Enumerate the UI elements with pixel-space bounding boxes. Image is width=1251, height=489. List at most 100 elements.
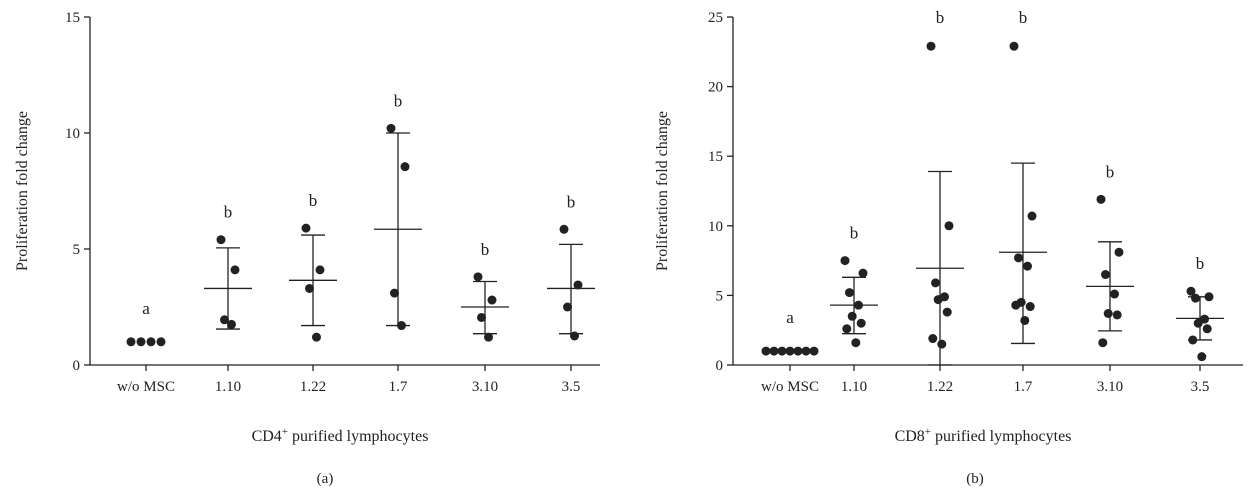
data-point xyxy=(1193,318,1203,328)
data-point xyxy=(1191,293,1200,303)
x-axis-title-main: CD4 xyxy=(252,428,282,445)
x-tick-label: 1.7 xyxy=(389,379,408,395)
data-group-1 xyxy=(830,256,878,348)
data-point xyxy=(1204,292,1214,302)
data-group-1 xyxy=(204,235,252,330)
data-point xyxy=(1186,286,1196,296)
x-axis-title-main: CD8 xyxy=(895,428,925,445)
data-point xyxy=(1096,194,1106,204)
data-point xyxy=(926,41,936,51)
data-point xyxy=(854,300,863,310)
data-point xyxy=(851,338,861,348)
data-point xyxy=(858,268,868,278)
data-point xyxy=(301,223,311,233)
data-point xyxy=(761,346,771,356)
data-point xyxy=(559,224,569,234)
data-point xyxy=(1027,211,1037,221)
x-tick-label: 1.22 xyxy=(300,379,326,395)
data-point xyxy=(801,346,811,356)
data-point xyxy=(227,319,236,329)
significance-letter: b xyxy=(850,224,859,243)
y-tick-label: 0 xyxy=(73,358,81,374)
x-axis-title-superscript: + xyxy=(282,426,288,438)
significance-letter: b xyxy=(394,91,403,110)
data-point xyxy=(842,324,852,334)
significance-letter: b xyxy=(936,8,945,27)
data-point xyxy=(777,346,787,356)
significance-letter: b xyxy=(567,192,576,211)
data-point xyxy=(315,265,325,275)
data-point xyxy=(1112,310,1122,320)
data-point xyxy=(840,256,850,266)
data-point xyxy=(230,265,240,275)
data-group-2 xyxy=(289,223,337,342)
data-point xyxy=(216,235,226,245)
data-point xyxy=(809,346,819,356)
data-group-0 xyxy=(761,346,819,356)
x-axis-title: CD8+ purified lymphocytes xyxy=(895,426,1072,445)
data-point xyxy=(942,307,952,317)
data-point xyxy=(1014,253,1023,263)
data-point xyxy=(769,346,779,356)
significance-letter: b xyxy=(309,191,318,210)
data-group-4 xyxy=(1086,194,1134,348)
data-point xyxy=(473,272,483,282)
x-tick-label: 3.5 xyxy=(562,379,581,395)
significance-letter: b xyxy=(1106,162,1115,181)
data-point xyxy=(847,311,857,321)
data-point xyxy=(1103,308,1113,318)
data-point xyxy=(146,337,156,347)
data-point xyxy=(563,302,572,312)
data-point xyxy=(933,295,943,305)
x-tick-label: 3.5 xyxy=(1191,379,1210,395)
data-point xyxy=(944,221,954,231)
y-tick-label: 20 xyxy=(708,80,723,96)
data-point xyxy=(1197,352,1207,362)
significance-letter: b xyxy=(1196,254,1205,273)
data-point xyxy=(1098,338,1108,348)
data-point xyxy=(386,123,396,133)
data-point xyxy=(312,332,321,342)
data-point xyxy=(1023,261,1032,271)
data-point xyxy=(400,162,410,172)
x-tick-label: 1.22 xyxy=(927,379,953,395)
y-axis-title: Proliferation fold change xyxy=(14,111,31,271)
data-point xyxy=(570,331,579,341)
data-point xyxy=(487,295,497,305)
significance-letter: a xyxy=(786,308,794,327)
x-tick-label: 3.10 xyxy=(1097,379,1123,395)
data-point xyxy=(928,334,938,344)
data-point xyxy=(1009,41,1019,51)
x-axis-title-superscript: + xyxy=(925,426,931,438)
data-group-0 xyxy=(126,337,166,347)
significance-letter: b xyxy=(481,240,490,259)
data-point xyxy=(931,278,940,288)
x-tick-label: 1.10 xyxy=(215,379,241,395)
y-tick-label: 5 xyxy=(716,288,724,304)
data-point xyxy=(856,318,866,328)
y-tick-label: 5 xyxy=(73,242,81,258)
data-point xyxy=(937,339,947,349)
data-point xyxy=(1020,315,1030,325)
data-point xyxy=(397,321,406,331)
y-tick-label: 25 xyxy=(708,10,723,26)
data-point xyxy=(573,280,583,290)
x-tick-label: 1.7 xyxy=(1014,379,1033,395)
data-point xyxy=(390,288,399,298)
data-point xyxy=(126,337,136,347)
data-group-3 xyxy=(999,41,1047,345)
data-group-5 xyxy=(547,224,595,341)
x-tick-label: w/o MSC xyxy=(761,379,819,395)
data-point xyxy=(477,312,486,322)
x-axis-title-rest: purified lymphocytes xyxy=(288,428,428,445)
significance-letter: a xyxy=(142,299,150,318)
data-group-2 xyxy=(916,41,964,366)
data-group-5 xyxy=(1176,286,1224,362)
x-tick-label: w/o MSC xyxy=(117,379,175,395)
data-point xyxy=(1110,289,1119,299)
data-point xyxy=(1202,324,1212,334)
y-tick-label: 10 xyxy=(708,219,723,235)
y-tick-label: 0 xyxy=(716,358,724,374)
data-group-4 xyxy=(461,272,509,342)
